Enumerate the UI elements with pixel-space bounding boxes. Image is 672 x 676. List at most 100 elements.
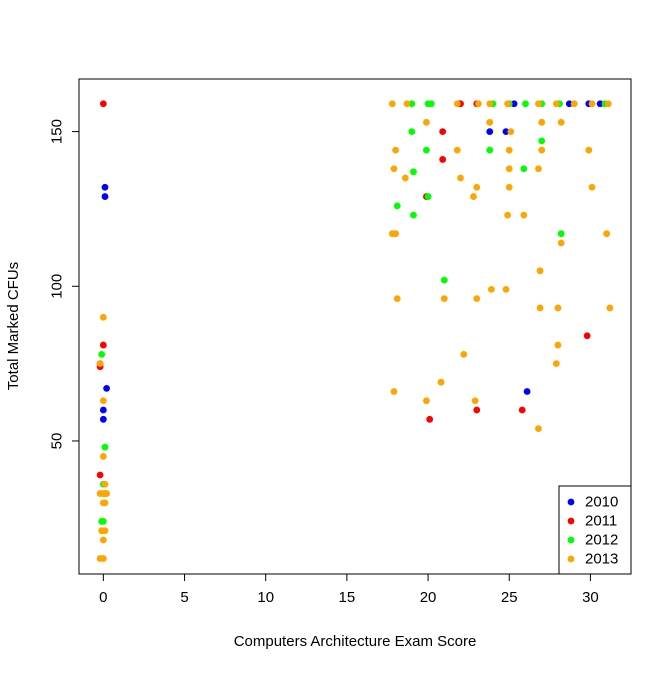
data-point-2012: [393, 202, 401, 210]
data-point-2012: [423, 146, 430, 154]
data-point-2013: [505, 146, 513, 154]
data-point-2013: [535, 100, 542, 108]
x-axis-label: Computers Architecture Exam Score: [234, 633, 477, 650]
data-point-2013: [423, 118, 430, 126]
data-point-2013: [552, 100, 560, 108]
data-point-2011: [439, 156, 447, 163]
data-point-2010: [101, 193, 109, 200]
data-point-2013: [552, 360, 560, 368]
data-point-2013: [535, 165, 542, 173]
data-point-2010: [565, 100, 573, 108]
legend: 2010 2011 2012 2013: [558, 485, 632, 575]
data-point-2013: [606, 304, 614, 312]
data-point-2012: [101, 443, 109, 451]
data-point-2013: [535, 425, 542, 432]
data-point-2013: [101, 527, 109, 535]
data-point-2011: [99, 100, 107, 108]
data-point-2011: [99, 341, 107, 349]
data-point-2013: [504, 100, 512, 108]
x-tick-label: 10: [257, 589, 274, 606]
data-point-2012: [424, 193, 432, 200]
data-point-2013: [473, 295, 481, 303]
data-point-2013: [471, 397, 479, 405]
data-point-2010: [502, 128, 510, 135]
data-point-2013: [390, 388, 398, 395]
x-tick-label: 15: [339, 589, 356, 606]
y-axis: 50 100 150: [49, 119, 80, 449]
data-point-2013: [487, 285, 495, 293]
data-point-2013: [502, 285, 510, 293]
data-point-2013: [99, 313, 107, 321]
data-point-2013: [588, 183, 596, 191]
data-point-2013: [470, 193, 477, 200]
data-point-2013: [504, 211, 512, 219]
data-point-2013: [423, 397, 430, 405]
data-point-2012: [522, 100, 529, 108]
data-point-2013: [99, 555, 107, 562]
data-point-2013: [99, 453, 107, 460]
data-point-2013: [453, 100, 461, 108]
data-point-2011: [426, 415, 434, 423]
data-point-2013: [96, 360, 104, 368]
x-tick-label: 5: [180, 589, 188, 606]
data-point-2010: [101, 183, 109, 191]
data-point-2013: [392, 230, 399, 238]
data-point-2013: [403, 100, 411, 108]
data-point-2011: [583, 332, 591, 340]
data-point-2010: [486, 128, 494, 135]
data-point-2012: [408, 100, 416, 108]
legend-marker-2010: [567, 498, 575, 506]
data-point-2013: [536, 304, 544, 312]
data-point-2012: [427, 100, 435, 108]
data-point-2013: [437, 378, 445, 386]
legend-label-2010: 2010: [585, 494, 618, 511]
data-point-2013: [570, 100, 578, 108]
x-tick-label: 25: [501, 589, 518, 606]
data-point-2012: [486, 146, 494, 154]
data-point-2013: [103, 490, 110, 497]
data-point-2013: [604, 100, 612, 108]
legend-label-2013: 2013: [585, 551, 618, 568]
x-axis: 0 5 10 15 20 25 30: [99, 573, 599, 606]
x-tick-label: 30: [582, 589, 599, 606]
data-point-2012: [408, 128, 416, 135]
legend-label-2012: 2012: [585, 532, 618, 549]
data-point-2013: [401, 174, 409, 182]
data-point-2013: [554, 304, 562, 312]
data-point-2013: [585, 146, 593, 154]
data-point-2013: [393, 295, 401, 303]
data-point-2013: [520, 211, 528, 219]
data-point-2013: [440, 295, 448, 303]
data-point-2010: [510, 100, 518, 108]
data-point-2013: [473, 183, 481, 191]
data-point-2010: [99, 406, 107, 414]
data-point-2010: [596, 100, 604, 108]
data-point-2013: [554, 341, 562, 349]
data-point-2013: [505, 183, 513, 191]
data-point-2013: [474, 100, 482, 108]
y-tick-label: 50: [49, 433, 66, 450]
data-point-2013: [536, 267, 544, 275]
data-point-2013: [505, 165, 513, 173]
y-tick-label: 100: [49, 274, 66, 299]
legend-marker-2012: [567, 536, 575, 544]
data-point-2013: [388, 100, 396, 108]
data-point-2012: [410, 211, 417, 219]
x-tick-label: 20: [420, 589, 437, 606]
data-point-2012: [440, 276, 448, 284]
data-point-2013: [101, 499, 109, 507]
data-point-2013: [453, 146, 461, 154]
data-point-2013: [557, 118, 565, 126]
data-point-2013: [457, 174, 464, 182]
data-point-2012: [98, 350, 106, 358]
data-point-2013: [99, 536, 107, 544]
data-point-2011: [96, 471, 104, 479]
data-point-2012: [557, 230, 565, 238]
y-tick-label: 150: [49, 119, 66, 144]
legend-marker-2013: [567, 555, 575, 563]
data-point-2013: [486, 118, 494, 126]
data-point-2013: [392, 146, 399, 154]
data-point-2010: [523, 388, 531, 395]
data-point-2012: [520, 165, 528, 173]
